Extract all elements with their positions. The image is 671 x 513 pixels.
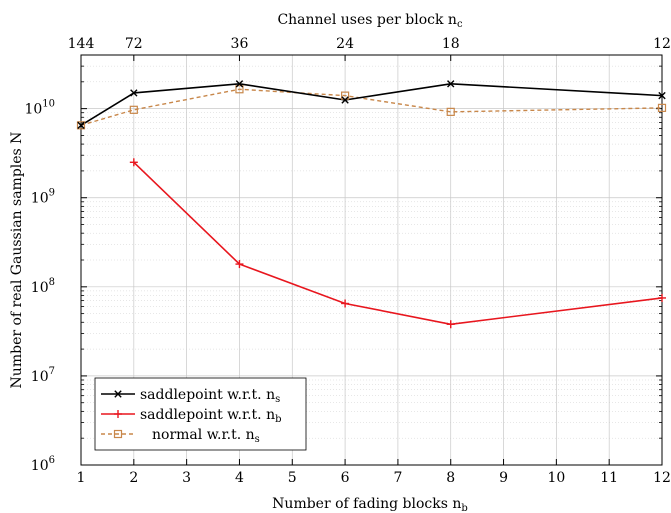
legend-marker-2: [113, 429, 123, 439]
y-tick-label: 106: [31, 455, 55, 474]
data-point-s0-4: [447, 80, 455, 88]
data-point-s1-1: [235, 260, 244, 269]
data-point-s2-4: [446, 107, 455, 116]
markers-layer: [76, 80, 667, 329]
data-point-s2-2: [235, 85, 244, 94]
legend-marker-1: [114, 410, 122, 418]
svg-text:saddlepoint w.r.t. nb: saddlepoint w.r.t. nb: [140, 407, 282, 425]
y-tick-label: 1010: [24, 99, 55, 118]
x-tick-label: 6: [341, 470, 350, 486]
legend: saddlepoint w.r.t. ns saddlepoint w.r.t.…: [94, 377, 307, 451]
x2-tick-label: 36: [231, 36, 249, 52]
data-point-s1-2: [341, 299, 350, 308]
data-point-s0-3: [341, 96, 349, 104]
x2-tick-labels: 144 72 36 24 18 12: [68, 36, 671, 52]
x-tick-label: 9: [499, 470, 508, 486]
data-point-s1-3: [446, 320, 455, 329]
series-layer: [81, 82, 662, 326]
x-tick-label: 3: [182, 470, 191, 486]
x2-tick-label: 12: [653, 36, 671, 52]
x-axis-title: Number of fading blocks n​b: [272, 496, 468, 513]
series-line-0: [81, 82, 662, 126]
svg-text:normal w.r.t. ns: normal w.r.t. ns: [152, 427, 260, 445]
x-tick-label: 12: [653, 470, 671, 486]
y-axis-title: Number of real Gaussian samples N: [9, 132, 25, 389]
data-point-s2-5: [657, 103, 667, 112]
legend-entry-0: saddlepoint w.r.t. ns: [101, 387, 280, 405]
series-line-2: [81, 88, 662, 126]
data-point-s0-5: [658, 91, 666, 100]
x-tick-label: 5: [288, 470, 297, 486]
x2-axis-title: Channel uses per block nc: [277, 12, 463, 30]
x2-tick-label: 24: [336, 36, 354, 52]
x-tick-label: 7: [393, 470, 402, 486]
x-tick-label: 2: [129, 470, 138, 486]
data-point-s1-0: [129, 158, 138, 167]
data-point-s0-2: [235, 80, 244, 88]
legend-entry-1: saddlepoint w.r.t. nb: [101, 407, 282, 425]
y-tick-labels: 106 107 108 109 1010: [24, 99, 55, 474]
y-tick-label: 109: [31, 188, 55, 207]
x2-tick-label: 18: [442, 36, 460, 52]
y-tick-label: 107: [31, 366, 55, 385]
x-tick-label: 11: [600, 470, 618, 486]
x-tick-label: 8: [446, 470, 455, 486]
data-point-s0-0: [77, 121, 85, 130]
legend-marker-glyph: [113, 429, 123, 439]
legend-entry-2: normal w.r.t. ns: [101, 427, 260, 445]
x-tick-label: 10: [547, 470, 565, 486]
axis-ticks: [80, 54, 663, 466]
x2-tick-label: 72: [125, 36, 143, 52]
data-point-s2-0: [76, 121, 86, 130]
data-point-s2-1: [129, 105, 138, 114]
legend-marker-glyph: [114, 390, 122, 398]
x2-tick-label: 144: [68, 36, 95, 52]
svg-text:saddlepoint w.r.t. ns: saddlepoint w.r.t. ns: [140, 387, 280, 405]
data-point-s0-1: [130, 89, 138, 97]
x-tick-label: 1: [77, 470, 86, 486]
x-tick-label: 4: [235, 470, 244, 486]
x-tick-labels: 1 2 3 4 5 6 7 8 9 10 11 12: [77, 470, 671, 486]
legend-marker-0: [114, 390, 122, 398]
data-point-s1-4: [658, 293, 666, 302]
legend-marker-glyph: [114, 410, 122, 418]
y-tick-label: 108: [31, 277, 55, 296]
